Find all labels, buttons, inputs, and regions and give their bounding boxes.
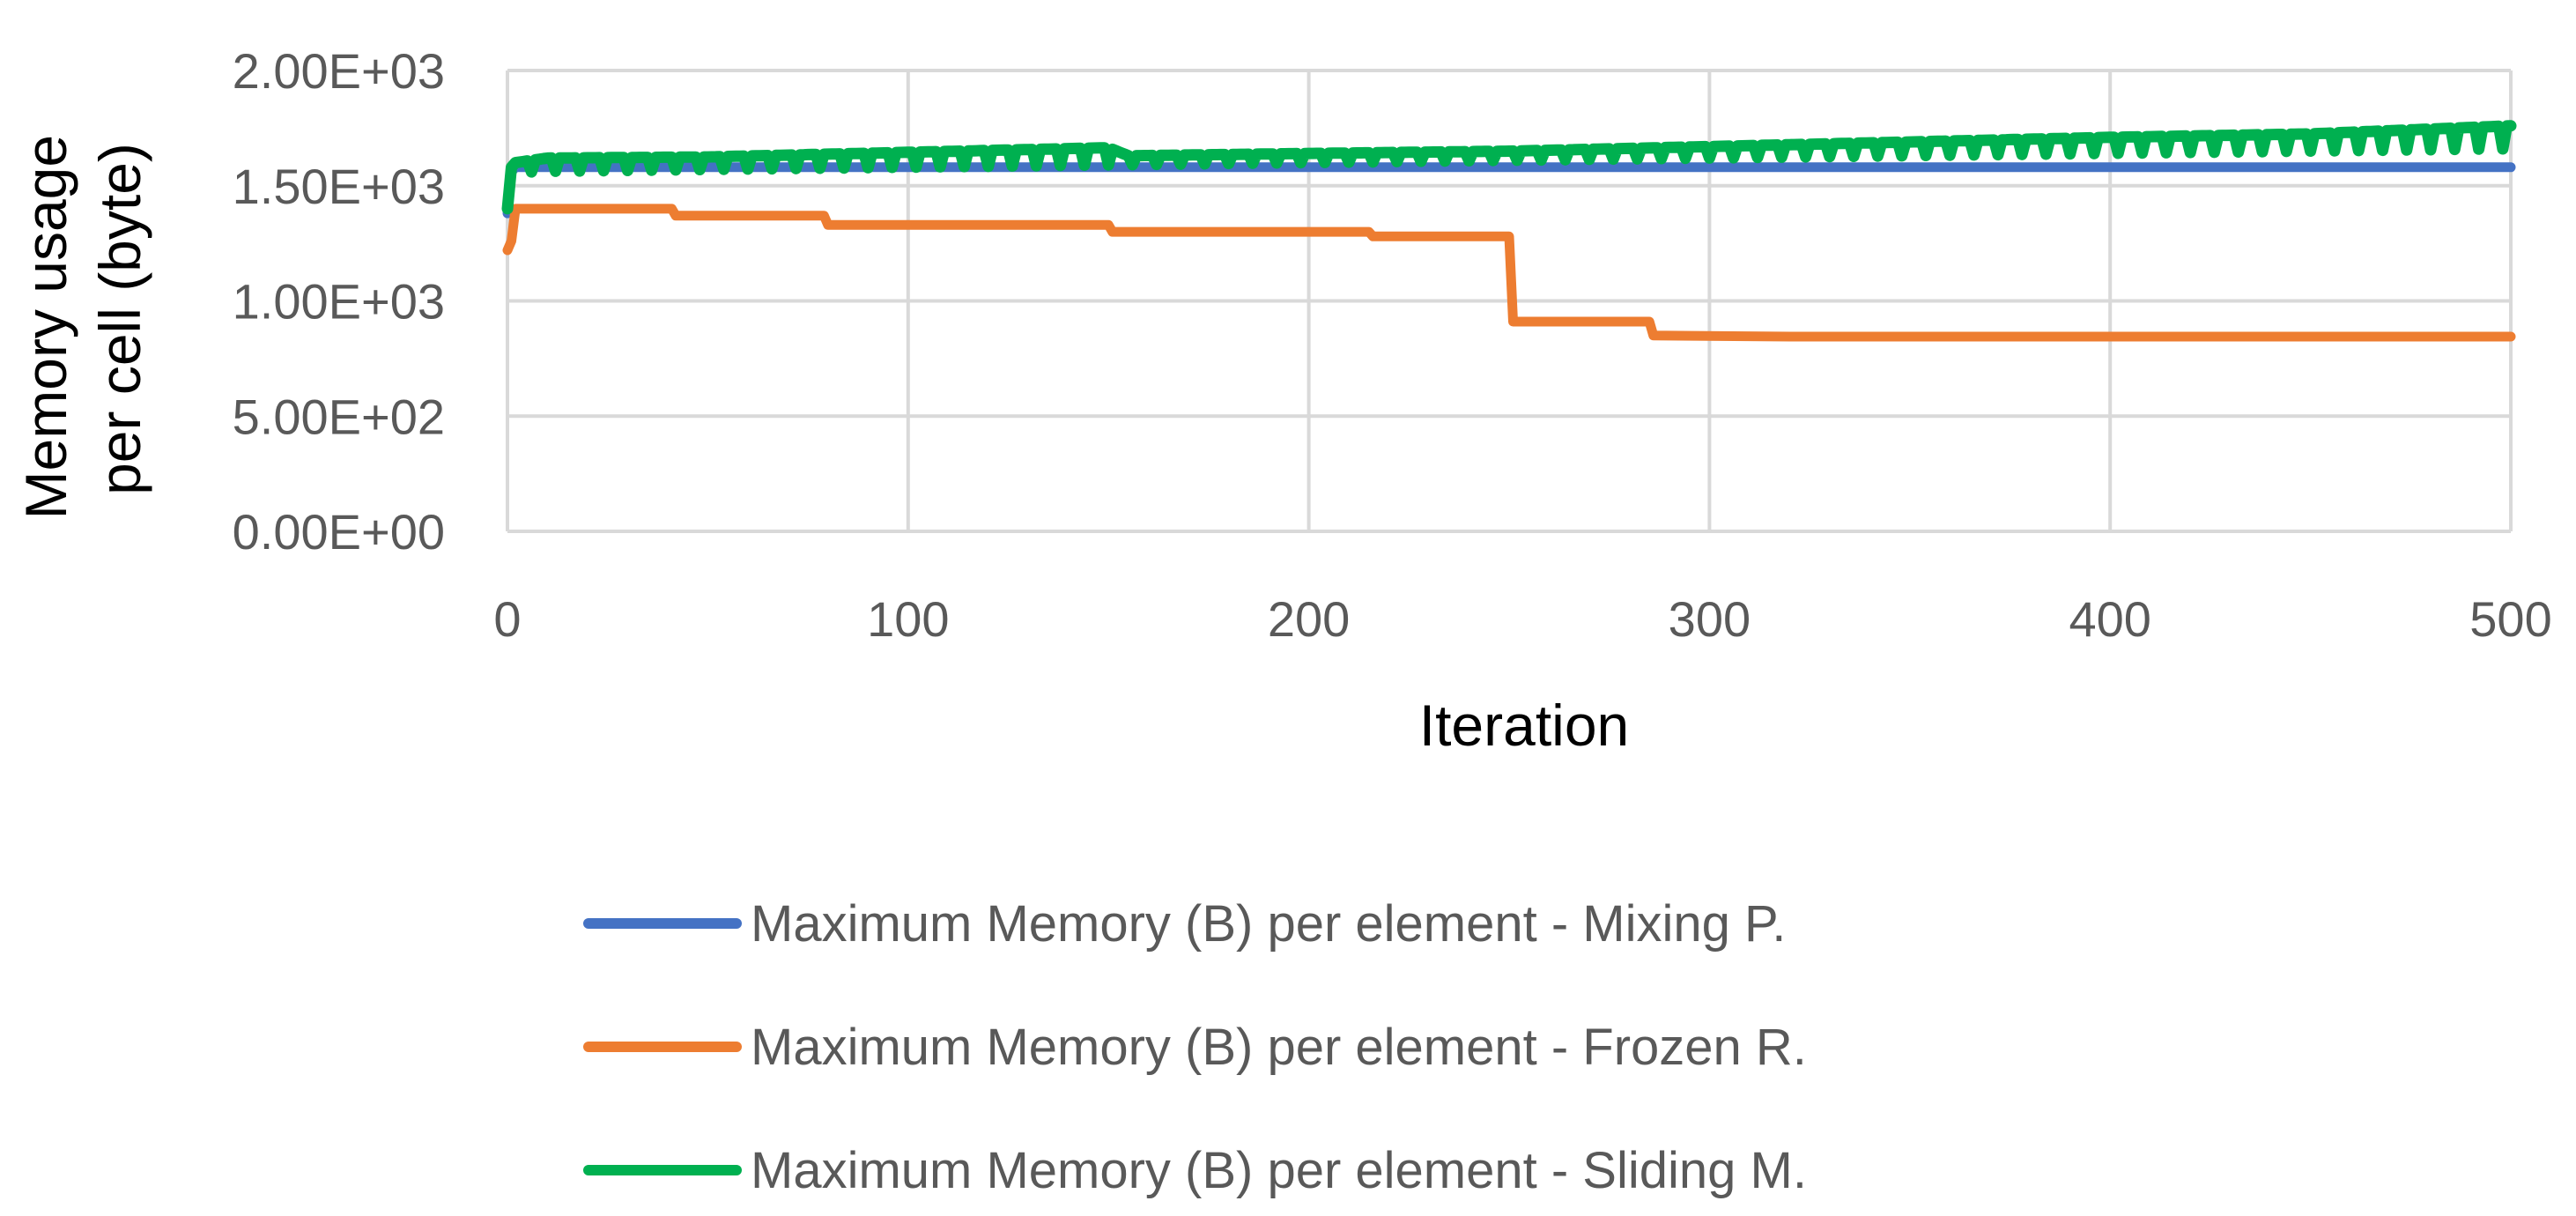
legend-label: Maximum Memory (B) per element - Frozen … <box>751 1019 1807 1076</box>
x-axis-ticks: 0 100 200 300 400 500 <box>493 591 2551 647</box>
legend: Maximum Memory (B) per element - Mixing … <box>583 895 1807 1199</box>
legend-label: Maximum Memory (B) per element - Sliding… <box>751 1142 1807 1199</box>
y-axis-title-line-2: per cell (byte) <box>87 143 152 495</box>
y-axis-title: Memory usage per cell (byte) <box>13 119 152 520</box>
x-tick-label: 200 <box>1268 591 1350 647</box>
y-tick-label: 0.00E+00 <box>233 504 445 560</box>
series-line-2 <box>502 204 2516 342</box>
y-tick-label: 5.00E+02 <box>233 389 445 444</box>
x-tick-label: 100 <box>867 591 949 647</box>
x-tick-label: 300 <box>1669 591 1751 647</box>
y-tick-label: 1.50E+03 <box>233 159 445 214</box>
y-tick-label: 2.00E+03 <box>233 43 445 99</box>
y-axis-ticks: 0.00E+00 5.00E+02 1.00E+03 1.50E+03 2.00E+03 <box>233 43 445 560</box>
y-axis-title-line-1: Memory usage <box>13 135 78 520</box>
x-tick-label: 500 <box>2469 591 2551 647</box>
series-line-3 <box>501 120 2517 215</box>
y-tick-label: 1.00E+03 <box>233 274 445 330</box>
x-tick-label: 400 <box>2069 591 2150 647</box>
x-tick-label: 0 <box>493 591 521 647</box>
x-axis-title: Iteration <box>1419 693 1629 758</box>
plot-area <box>501 120 2517 342</box>
legend-label: Maximum Memory (B) per element - Mixing … <box>751 895 1786 953</box>
